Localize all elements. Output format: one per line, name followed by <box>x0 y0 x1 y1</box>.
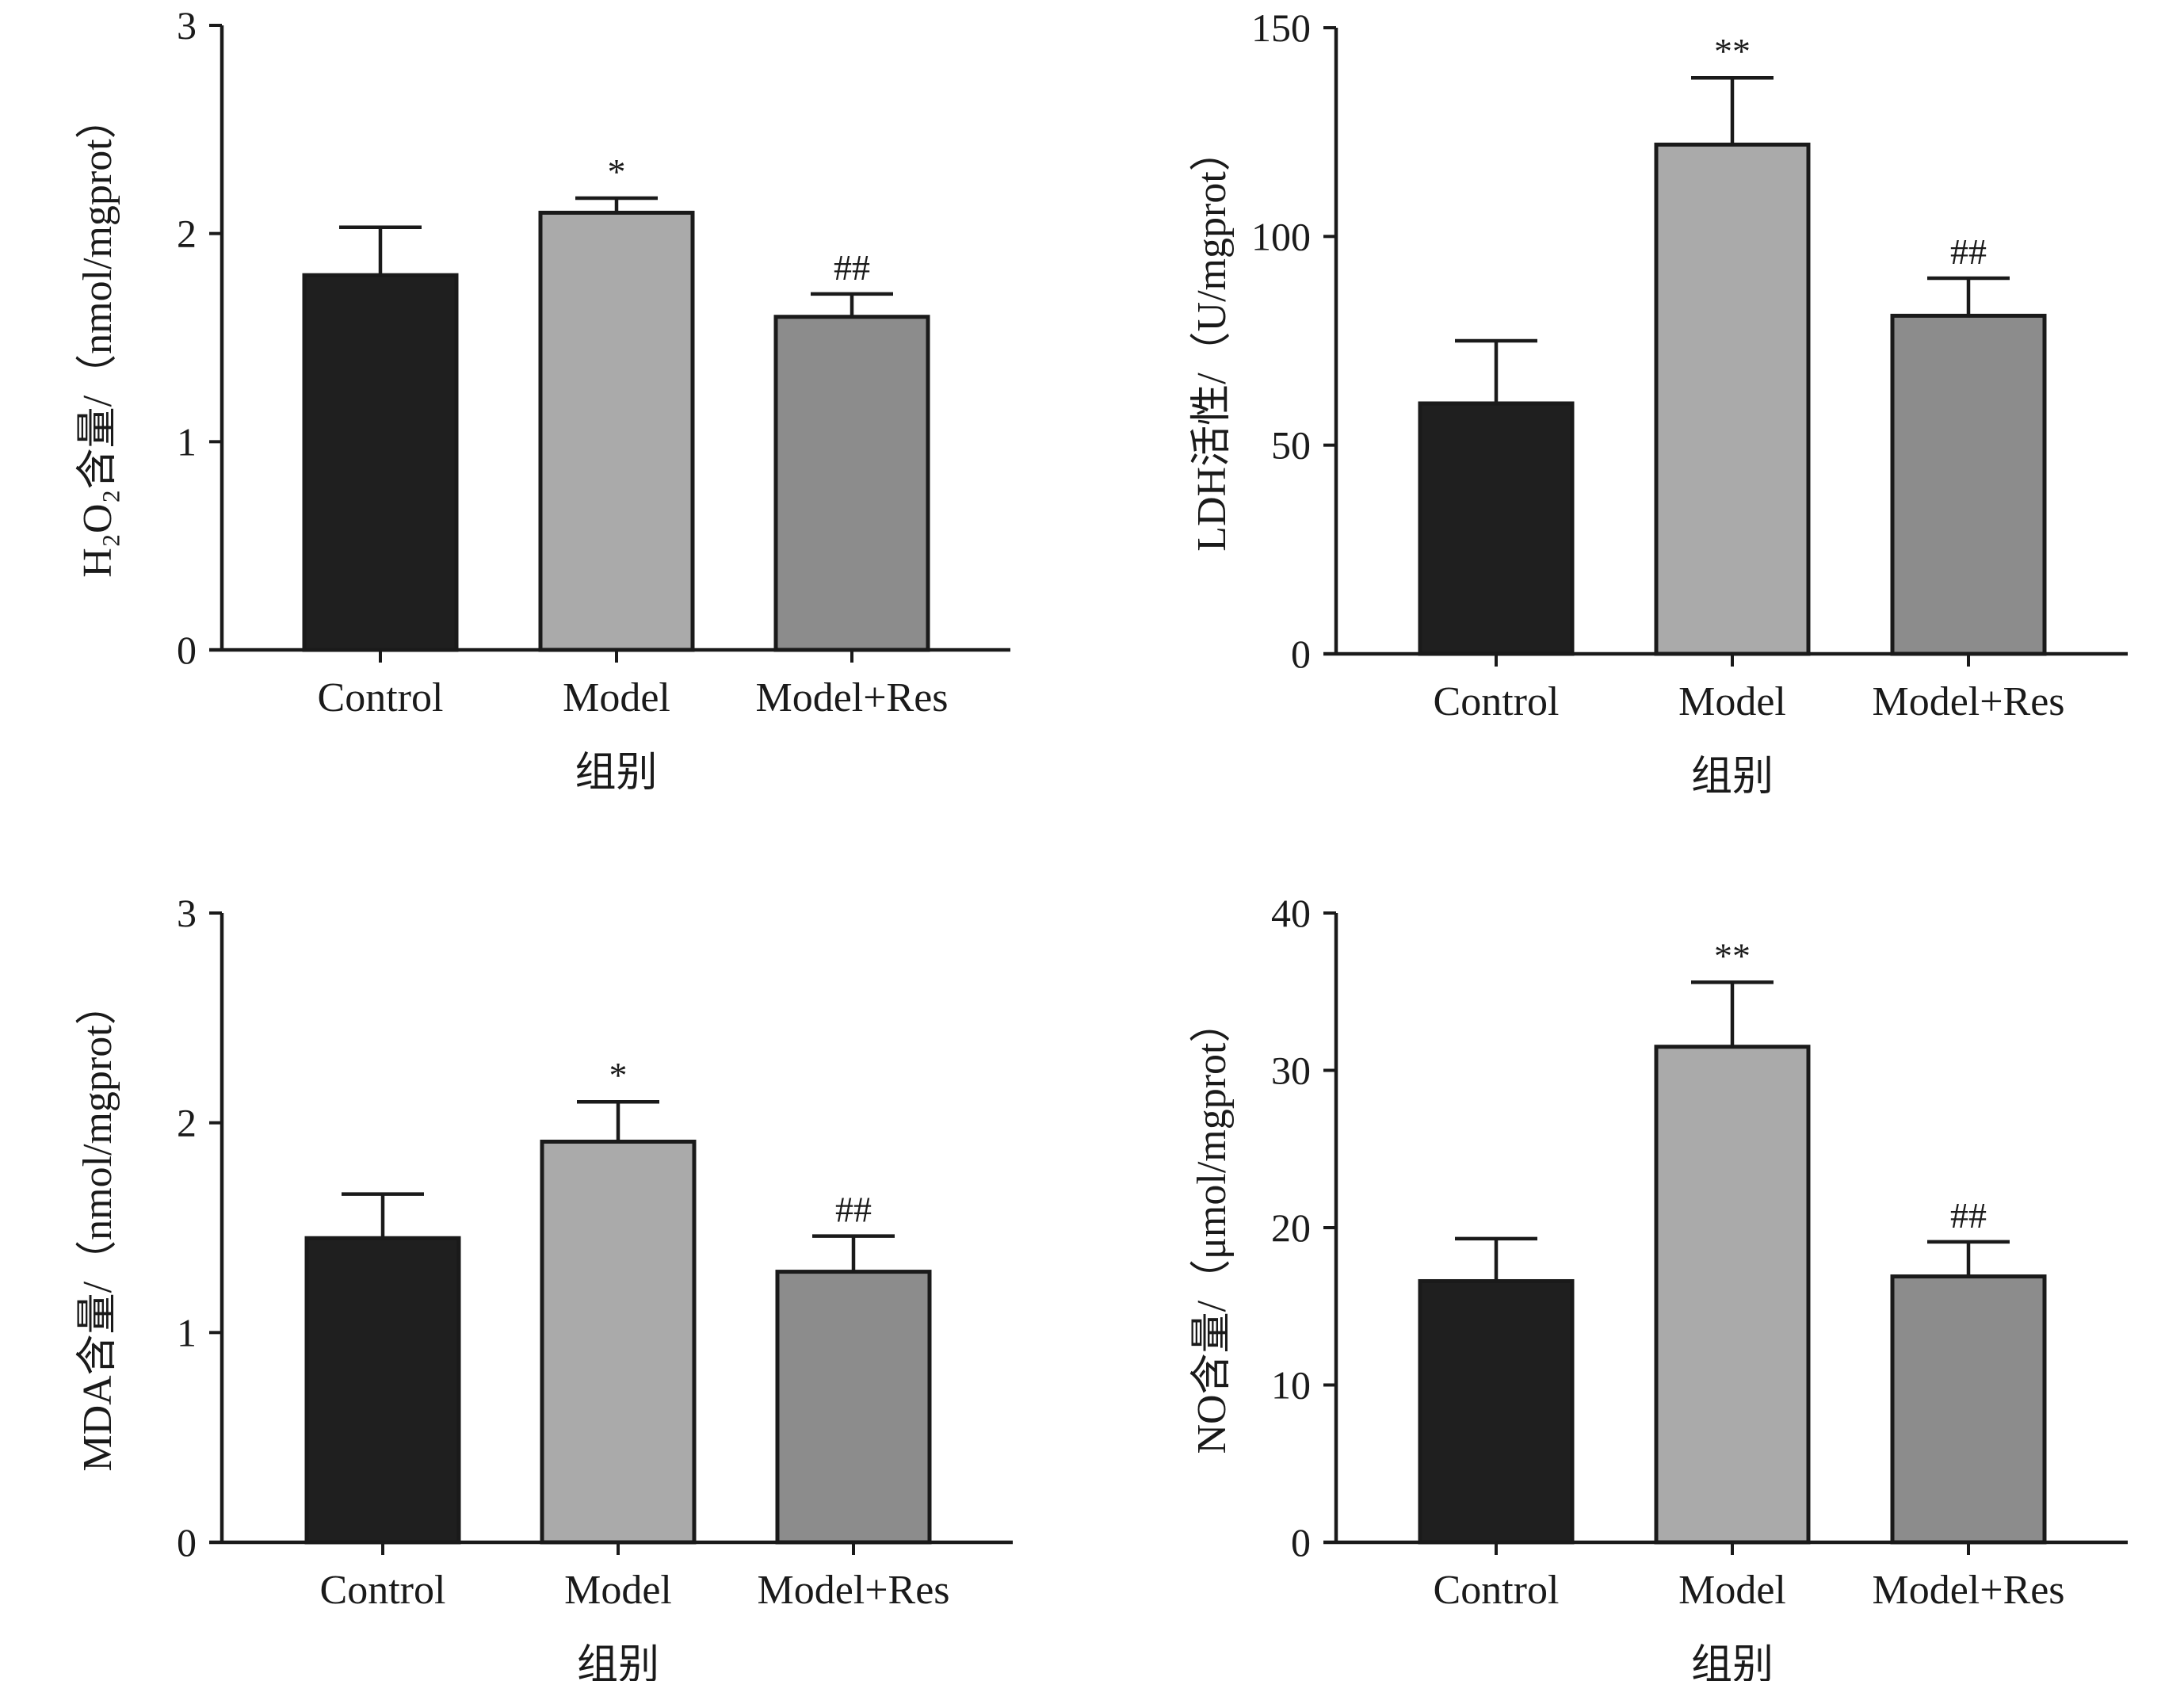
y-tick-label: 30 <box>1271 1049 1311 1093</box>
category-label: Control <box>1434 1568 1560 1613</box>
y-tick-label: 1 <box>177 1310 197 1354</box>
significance-label: ## <box>1950 1195 1987 1236</box>
category-label: Model <box>1678 679 1786 724</box>
chart-panel-1: Control * Model ## Model+Res 0 1 2 3 组别 H₂O₂含量/（nm… <box>75 3 1010 796</box>
category-label: Model+Res <box>757 1568 949 1613</box>
chart-panel-3: Control * Model ## Model+Res 0 1 2 3 组别 MDA含量/（nmo… <box>75 891 1013 1681</box>
significance-label: ## <box>1950 231 1987 272</box>
bar-model <box>540 1139 697 1545</box>
category-label: Model+Res <box>755 675 948 720</box>
chart-panel-4: Control ** Model ## Model+Res 0 10 20 30 40 组别 NO含量… <box>1189 891 2128 1681</box>
bar-model <box>538 210 695 652</box>
bar-model <box>1654 1045 1811 1545</box>
x-axis-title: 组别 <box>575 751 657 796</box>
y-axis-title: NO含量/（μmol/mgprot） <box>1189 1002 1235 1454</box>
bar-control <box>302 273 459 652</box>
y-tick-label: 10 <box>1271 1363 1311 1408</box>
significance-label: ** <box>1714 935 1751 976</box>
y-tick-label: 150 <box>1251 6 1311 50</box>
y-tick-label: 0 <box>1291 632 1311 676</box>
bar-model-res <box>1890 1274 2047 1545</box>
category-label: Model <box>1678 1568 1786 1613</box>
category-label: Model+Res <box>1872 1568 2064 1613</box>
bar-model-res <box>775 1270 932 1545</box>
bar-control <box>1418 1278 1575 1545</box>
category-label: Model+Res <box>1872 679 2064 724</box>
bar-control <box>304 1236 461 1545</box>
x-axis-title: 组别 <box>577 1643 659 1681</box>
y-tick-label: 20 <box>1271 1205 1311 1250</box>
significance-label: * <box>608 151 626 192</box>
significance-label: * <box>609 1055 628 1095</box>
y-tick-label: 2 <box>177 1101 197 1145</box>
y-tick-label: 0 <box>177 1520 197 1564</box>
y-tick-label: 50 <box>1271 423 1311 468</box>
bar-model <box>1654 142 1811 656</box>
y-tick-label: 40 <box>1271 891 1311 935</box>
significance-label: ## <box>834 247 870 288</box>
significance-label: ** <box>1714 31 1751 71</box>
y-tick-label: 2 <box>177 212 197 256</box>
bar-model-res <box>773 315 930 652</box>
category-label: Model <box>564 1568 672 1613</box>
bar-control <box>1418 401 1575 656</box>
category-label: Control <box>320 1568 446 1613</box>
y-tick-label: 0 <box>1291 1520 1311 1564</box>
y-axis-title: H₂O₂含量/（nmol/mgprot） <box>75 97 120 577</box>
y-tick-label: 100 <box>1251 214 1311 258</box>
x-axis-title: 组别 <box>1691 755 1774 800</box>
significance-label: ## <box>835 1190 872 1230</box>
y-axis-title: LDH活性/（U/mgprot） <box>1189 130 1235 552</box>
y-tick-label: 0 <box>177 628 197 672</box>
category-label: Control <box>318 675 444 720</box>
category-label: Model <box>563 675 670 720</box>
y-tick-label: 1 <box>177 419 197 464</box>
bar-model-res <box>1890 313 2047 656</box>
chart-panel-2: Control ** Model ## Model+Res 0 50 100 150 组别 LDH活… <box>1189 6 2128 800</box>
category-label: Control <box>1434 679 1560 724</box>
x-axis-title: 组别 <box>1691 1643 1774 1681</box>
y-tick-label: 3 <box>177 3 197 48</box>
y-axis-title: MDA含量/（nmol/mgprot） <box>75 984 120 1471</box>
y-tick-label: 3 <box>177 891 197 935</box>
